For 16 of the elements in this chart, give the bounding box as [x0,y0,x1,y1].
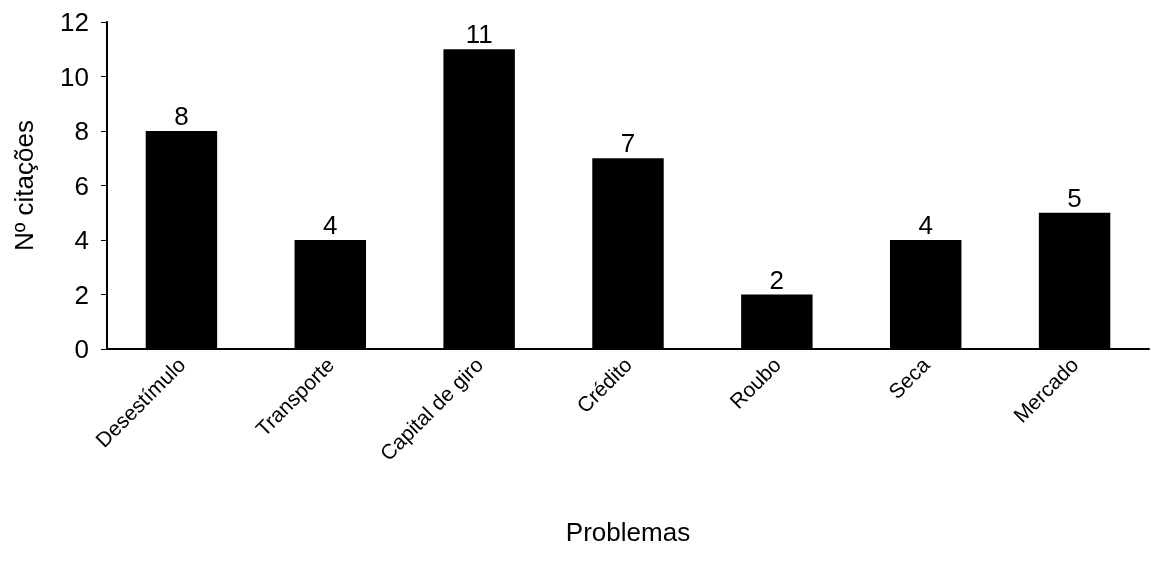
y-tick-label: 8 [74,116,89,146]
y-tick-label: 6 [74,170,89,201]
data-label: 5 [1067,182,1082,213]
y-tick-label: 2 [74,279,89,310]
data-label: 11 [465,19,493,50]
data-label: 4 [323,210,338,240]
y-axis-title: Nº citações [9,120,39,251]
y-tick-label: 4 [74,225,89,255]
data-label: 4 [918,210,933,240]
x-axis-title: Problemas [565,517,691,547]
y-tick-label: 0 [74,334,89,364]
data-label: 8 [174,101,189,131]
y-tick-label: 12 [60,7,89,37]
data-label: 2 [769,264,785,295]
data-label: 7 [620,128,636,159]
y-tick-label: 10 [60,61,89,92]
